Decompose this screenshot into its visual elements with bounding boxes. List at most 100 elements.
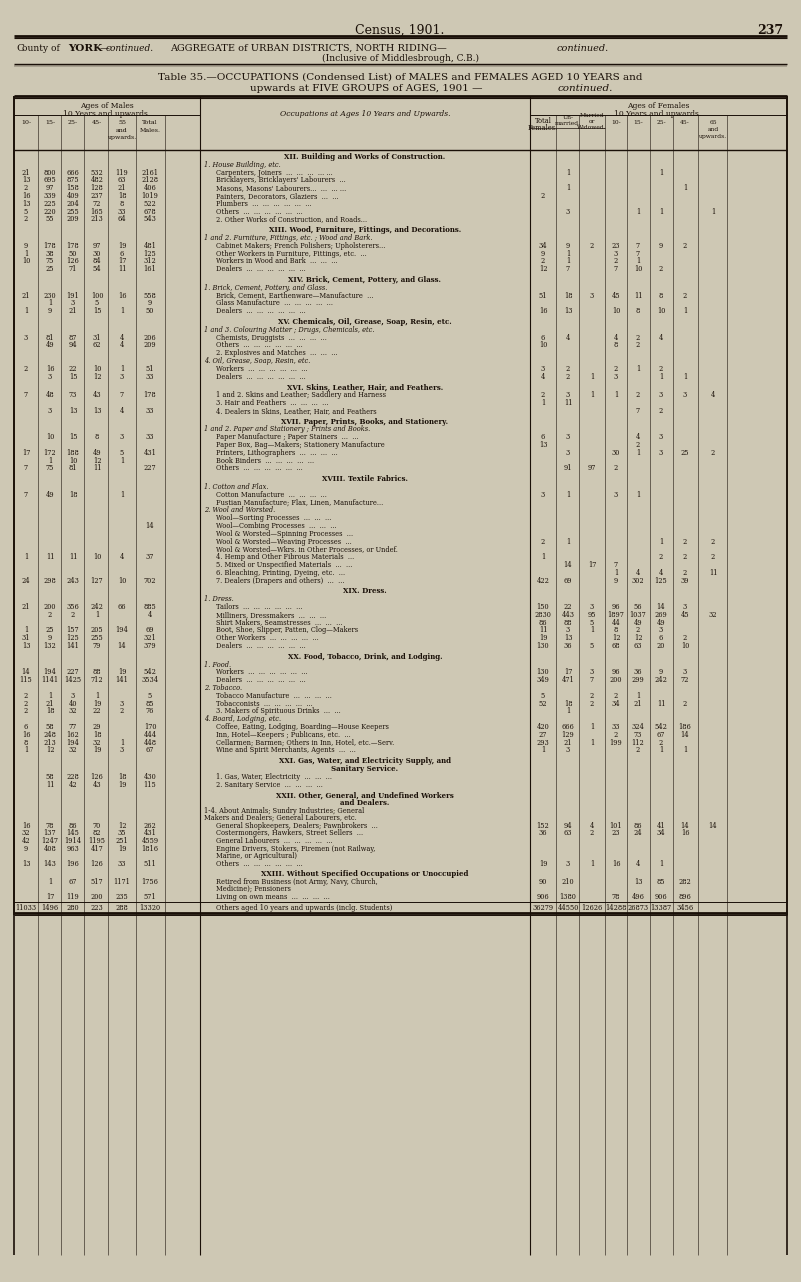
Text: Medicine); Pensioners: Medicine); Pensioners — [216, 885, 291, 894]
Text: 3: 3 — [24, 333, 28, 341]
Text: continued.: continued. — [106, 44, 154, 53]
Text: 2: 2 — [614, 365, 618, 373]
Text: 2: 2 — [24, 185, 28, 192]
Text: Shirt Makers, Seamstresses  ...  ...  ...: Shirt Makers, Seamstresses ... ... ... — [216, 619, 343, 627]
Text: 86: 86 — [634, 822, 642, 829]
Text: 431: 431 — [143, 829, 156, 837]
Text: 16: 16 — [681, 829, 689, 837]
Text: 77: 77 — [69, 723, 77, 731]
Text: 228: 228 — [66, 773, 79, 781]
Text: 293: 293 — [537, 738, 549, 746]
Text: 3: 3 — [70, 692, 75, 700]
Text: 11: 11 — [46, 554, 54, 562]
Text: 95: 95 — [588, 610, 596, 619]
Text: 21: 21 — [118, 185, 127, 192]
Text: 7: 7 — [614, 265, 618, 273]
Text: 4. Hemp and Other Fibrous Materials  ...: 4. Hemp and Other Fibrous Materials ... — [216, 554, 354, 562]
Text: and: and — [116, 127, 128, 132]
Text: 3: 3 — [120, 433, 124, 441]
Text: 7: 7 — [636, 250, 640, 258]
Text: 885: 885 — [143, 603, 156, 612]
Text: 2: 2 — [566, 365, 570, 373]
Text: 25-: 25- — [68, 121, 78, 126]
Text: 288: 288 — [115, 904, 128, 912]
Text: 444: 444 — [143, 731, 156, 738]
Text: Brick, Cement, Earthenware—Manufacture  ...: Brick, Cement, Earthenware—Manufacture .… — [216, 291, 373, 300]
Text: 4: 4 — [658, 569, 663, 577]
Text: 1: 1 — [24, 308, 28, 315]
Text: 511: 511 — [143, 860, 156, 868]
Text: 7: 7 — [590, 676, 594, 685]
Text: 16: 16 — [46, 365, 54, 373]
Text: 9: 9 — [614, 577, 618, 585]
Text: 1: 1 — [683, 746, 687, 754]
Text: 2: 2 — [659, 554, 663, 562]
Text: 33: 33 — [118, 208, 127, 215]
Text: 15: 15 — [69, 433, 77, 441]
Text: 18: 18 — [564, 291, 572, 300]
Text: 7: 7 — [636, 406, 640, 415]
Text: 1: 1 — [590, 738, 594, 746]
Text: 21: 21 — [564, 738, 572, 746]
Text: 32: 32 — [22, 829, 30, 837]
Text: married.: married. — [555, 121, 581, 126]
Text: 1380: 1380 — [560, 892, 577, 901]
Text: 101: 101 — [610, 822, 622, 829]
Text: 312: 312 — [143, 258, 156, 265]
Text: 12: 12 — [539, 265, 547, 273]
Text: 4: 4 — [614, 333, 618, 341]
Text: 2: 2 — [541, 192, 545, 200]
Text: 213: 213 — [43, 738, 56, 746]
Text: 13: 13 — [22, 860, 30, 868]
Text: 3: 3 — [70, 300, 75, 308]
Text: 21: 21 — [69, 308, 77, 315]
Text: 3: 3 — [590, 291, 594, 300]
Text: 532: 532 — [91, 169, 103, 177]
Text: 2: 2 — [24, 692, 28, 700]
Text: 88: 88 — [93, 668, 101, 677]
Text: 73: 73 — [69, 391, 77, 399]
Text: 13387: 13387 — [650, 904, 671, 912]
Text: 3: 3 — [541, 491, 545, 499]
Text: 3: 3 — [566, 433, 570, 441]
Text: 496: 496 — [631, 892, 645, 901]
Text: 1: 1 — [614, 569, 618, 577]
Text: 16: 16 — [22, 192, 30, 200]
Text: 58: 58 — [46, 723, 54, 731]
Text: 6: 6 — [541, 433, 545, 441]
Text: 1: 1 — [566, 185, 570, 192]
Text: 34: 34 — [657, 829, 666, 837]
Text: 19: 19 — [118, 781, 127, 788]
Text: 196: 196 — [66, 860, 79, 868]
Text: 2: 2 — [636, 746, 640, 754]
Text: 4: 4 — [120, 341, 124, 350]
Text: 1: 1 — [659, 860, 663, 868]
Text: Wool—Combing Processes  ...  ...  ...: Wool—Combing Processes ... ... ... — [216, 522, 336, 529]
Text: 10: 10 — [681, 642, 689, 650]
Text: 2: 2 — [683, 291, 687, 300]
Text: 3: 3 — [659, 449, 663, 456]
Text: 97: 97 — [46, 185, 54, 192]
Text: 5: 5 — [120, 449, 124, 456]
Text: 10: 10 — [46, 433, 54, 441]
Text: 67: 67 — [69, 878, 77, 886]
Text: 16: 16 — [22, 822, 30, 829]
Text: 1: 1 — [636, 491, 640, 499]
Text: 1: 1 — [95, 610, 99, 619]
Text: 13: 13 — [93, 406, 101, 415]
Text: 125: 125 — [66, 635, 79, 642]
Text: Boot, Shoe, Slipper, Patten, Clog—Makers: Boot, Shoe, Slipper, Patten, Clog—Makers — [216, 627, 358, 635]
Text: 4: 4 — [636, 569, 640, 577]
Text: General Labourers  ...  ...  ...  ...  ...: General Labourers ... ... ... ... ... — [216, 837, 332, 845]
Text: 35: 35 — [118, 829, 127, 837]
Text: 443: 443 — [562, 610, 574, 619]
Text: 1247: 1247 — [42, 837, 58, 845]
Text: 200: 200 — [610, 676, 622, 685]
Text: 3: 3 — [566, 746, 570, 754]
Text: 17: 17 — [564, 668, 572, 677]
Text: 14: 14 — [681, 822, 690, 829]
Text: 571: 571 — [143, 892, 156, 901]
Text: 128: 128 — [91, 185, 103, 192]
Text: 127: 127 — [91, 577, 103, 585]
Text: Retired from Business (not Army, Navy, Church,: Retired from Business (not Army, Navy, C… — [216, 878, 378, 886]
